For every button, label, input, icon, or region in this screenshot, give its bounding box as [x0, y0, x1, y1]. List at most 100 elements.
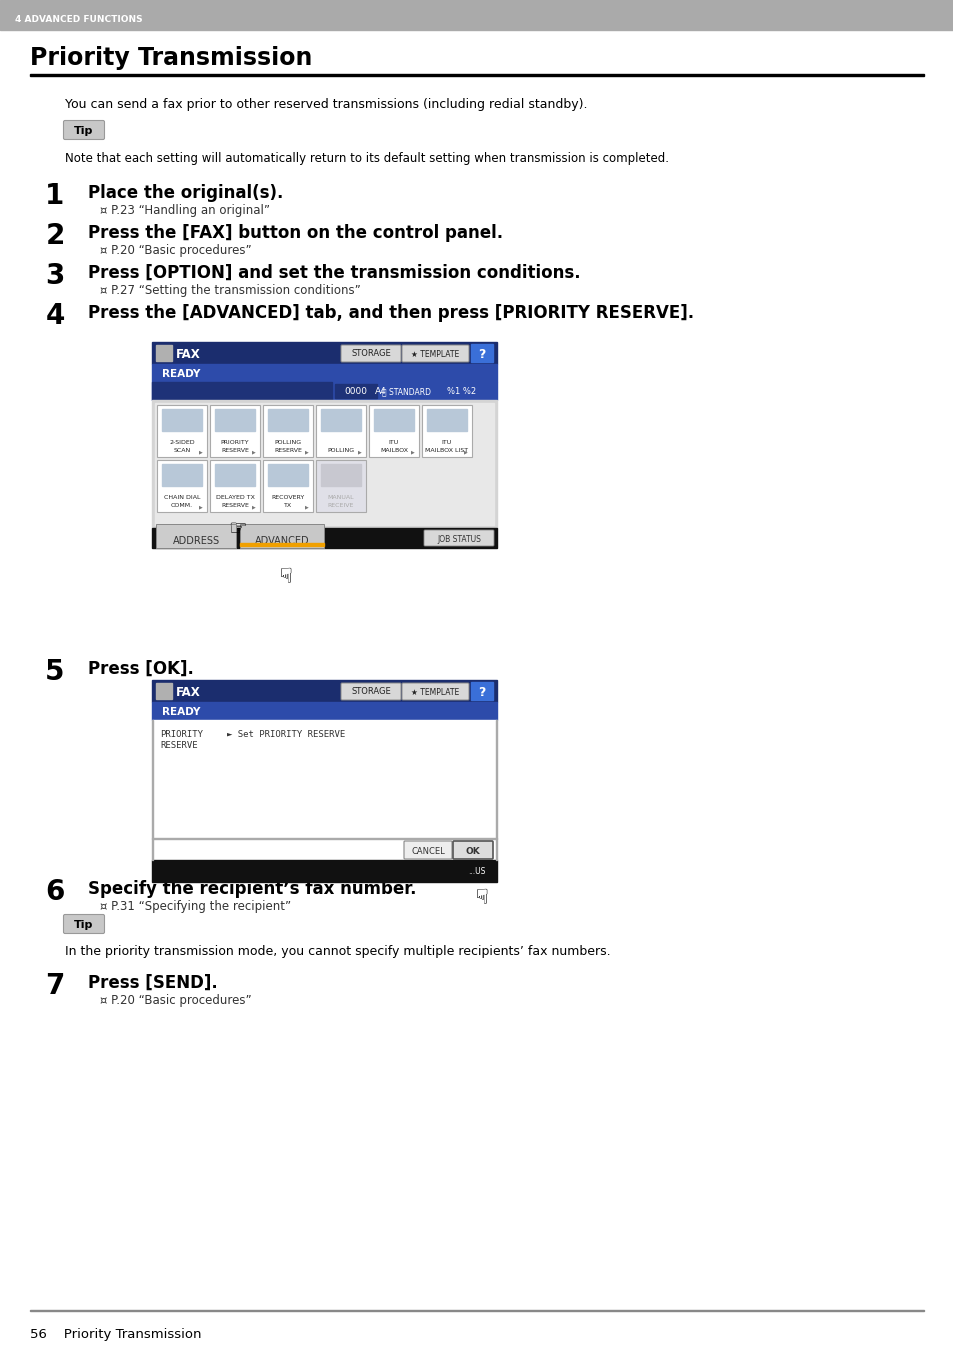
Text: 7: 7 [45, 971, 65, 1000]
Bar [152, 528, 497, 549]
Text: OK: OK [465, 847, 480, 855]
Bar [152, 342, 497, 363]
FancyBboxPatch shape [64, 915, 105, 934]
Bar [263, 405, 313, 457]
Bar [156, 684, 172, 698]
Text: 56    Priority Transmission: 56 Priority Transmission [30, 1328, 201, 1342]
Text: ☞: ☞ [272, 566, 292, 585]
Bar [152, 363, 497, 382]
Text: ► Set PRIORITY RESERVE: ► Set PRIORITY RESERVE [227, 730, 345, 739]
Text: ▶: ▶ [305, 504, 309, 509]
Text: JOB STATUS: JOB STATUS [436, 535, 480, 543]
Bar [369, 405, 418, 457]
Bar [268, 409, 308, 431]
Text: 4: 4 [45, 303, 65, 330]
Text: Tip: Tip [74, 126, 93, 136]
Text: PRIORITY: PRIORITY [160, 730, 203, 739]
Bar [152, 703, 497, 720]
Text: CHAIN DIAL: CHAIN DIAL [164, 494, 200, 500]
Text: A4: A4 [375, 388, 387, 396]
Text: MANUAL: MANUAL [327, 494, 354, 500]
Text: You can send a fax prior to other reserved transmissions (including redial stand: You can send a fax prior to other reserv… [65, 99, 587, 111]
Text: MAILBOX LIST: MAILBOX LIST [425, 449, 468, 453]
Text: ?: ? [477, 347, 485, 361]
Text: ...US: ...US [468, 867, 485, 877]
Bar [0, 0, 953, 30]
Text: Press [OPTION] and set the transmission conditions.: Press [OPTION] and set the transmission … [88, 263, 580, 282]
Text: ★ TEMPLATE: ★ TEMPLATE [411, 688, 458, 697]
Bar [421, 405, 472, 457]
Text: POLLING: POLLING [274, 440, 301, 444]
Bar [157, 459, 207, 512]
Text: RECEIVE: RECEIVE [328, 503, 354, 508]
Bar [152, 680, 497, 703]
Text: 3: 3 [45, 262, 65, 290]
Bar [152, 382, 497, 400]
Text: STORAGE: STORAGE [351, 688, 391, 697]
Bar [240, 524, 324, 549]
Bar [263, 459, 313, 512]
Text: RESERVE: RESERVE [221, 503, 249, 508]
Bar [268, 463, 308, 486]
FancyBboxPatch shape [403, 842, 452, 859]
Text: Tip: Tip [74, 920, 93, 929]
Text: 5: 5 [45, 658, 65, 686]
Text: ¤ P.20 “Basic procedures”: ¤ P.20 “Basic procedures” [100, 994, 252, 1006]
Text: Note that each setting will automatically return to its default setting when tra: Note that each setting will automaticall… [65, 153, 668, 165]
Text: ¤ P.31 “Specifying the recipient”: ¤ P.31 “Specifying the recipient” [100, 900, 291, 913]
Text: Press the [FAX] button on the control panel.: Press the [FAX] button on the control pa… [88, 224, 502, 242]
FancyBboxPatch shape [340, 345, 400, 362]
Text: Specify the recipient’s fax number.: Specify the recipient’s fax number. [88, 880, 416, 898]
Bar [320, 463, 360, 486]
Text: ★ TEMPLATE: ★ TEMPLATE [411, 350, 458, 358]
Text: STORAGE: STORAGE [351, 350, 391, 358]
Bar [471, 345, 493, 362]
Bar [210, 405, 260, 457]
Text: In the priority transmission mode, you cannot specify multiple recipients’ fax n: In the priority transmission mode, you c… [65, 944, 610, 958]
Text: ITU: ITU [389, 440, 398, 444]
Text: ?: ? [477, 685, 485, 698]
Bar [156, 345, 172, 361]
Text: ▶: ▶ [199, 449, 203, 454]
Text: RESERVE: RESERVE [221, 449, 249, 453]
Text: DELAYED TX: DELAYED TX [215, 494, 254, 500]
Bar [162, 409, 202, 431]
Text: TX: TX [284, 503, 292, 508]
Bar [154, 403, 494, 526]
Bar [320, 409, 360, 431]
Text: ▶: ▶ [357, 449, 361, 454]
Text: SCAN: SCAN [173, 449, 191, 453]
Text: 6: 6 [45, 878, 65, 907]
Text: ¤ P.23 “Handling an original”: ¤ P.23 “Handling an original” [100, 204, 270, 218]
Text: ADVANCED: ADVANCED [254, 536, 309, 546]
Text: Priority Transmission: Priority Transmission [30, 46, 312, 70]
FancyBboxPatch shape [401, 345, 469, 362]
Text: Press [OK].: Press [OK]. [88, 661, 193, 678]
Text: PRIORITY: PRIORITY [220, 440, 249, 444]
Bar [214, 463, 254, 486]
Text: 2: 2 [45, 222, 65, 250]
Text: ¤ P.20 “Basic procedures”: ¤ P.20 “Basic procedures” [100, 245, 252, 257]
Text: ADDRESS: ADDRESS [172, 536, 219, 546]
Text: COMM.: COMM. [171, 503, 193, 508]
Bar [152, 720, 497, 861]
Text: RECOVERY: RECOVERY [271, 494, 304, 500]
Text: ▶: ▶ [252, 504, 255, 509]
Text: ▶: ▶ [411, 449, 415, 454]
Text: POLLING: POLLING [327, 449, 355, 453]
Text: RESERVE: RESERVE [274, 449, 301, 453]
Text: ☞: ☞ [229, 519, 247, 539]
Text: ▶: ▶ [199, 504, 203, 509]
FancyBboxPatch shape [423, 530, 494, 546]
Text: ▶: ▶ [305, 449, 309, 454]
Text: RESERVE: RESERVE [160, 740, 197, 750]
Bar [315, 405, 366, 457]
Text: Press the [ADVANCED] tab, and then press [PRIORITY RESERVE].: Press the [ADVANCED] tab, and then press… [88, 304, 694, 322]
FancyBboxPatch shape [64, 120, 105, 139]
Text: ▶: ▶ [464, 449, 467, 454]
Bar [496, 720, 497, 861]
Text: ¤ P.27 “Setting the transmission conditions”: ¤ P.27 “Setting the transmission conditi… [100, 284, 360, 297]
Bar [335, 384, 376, 399]
Text: READY: READY [162, 369, 200, 380]
Text: ITU: ITU [441, 440, 452, 444]
